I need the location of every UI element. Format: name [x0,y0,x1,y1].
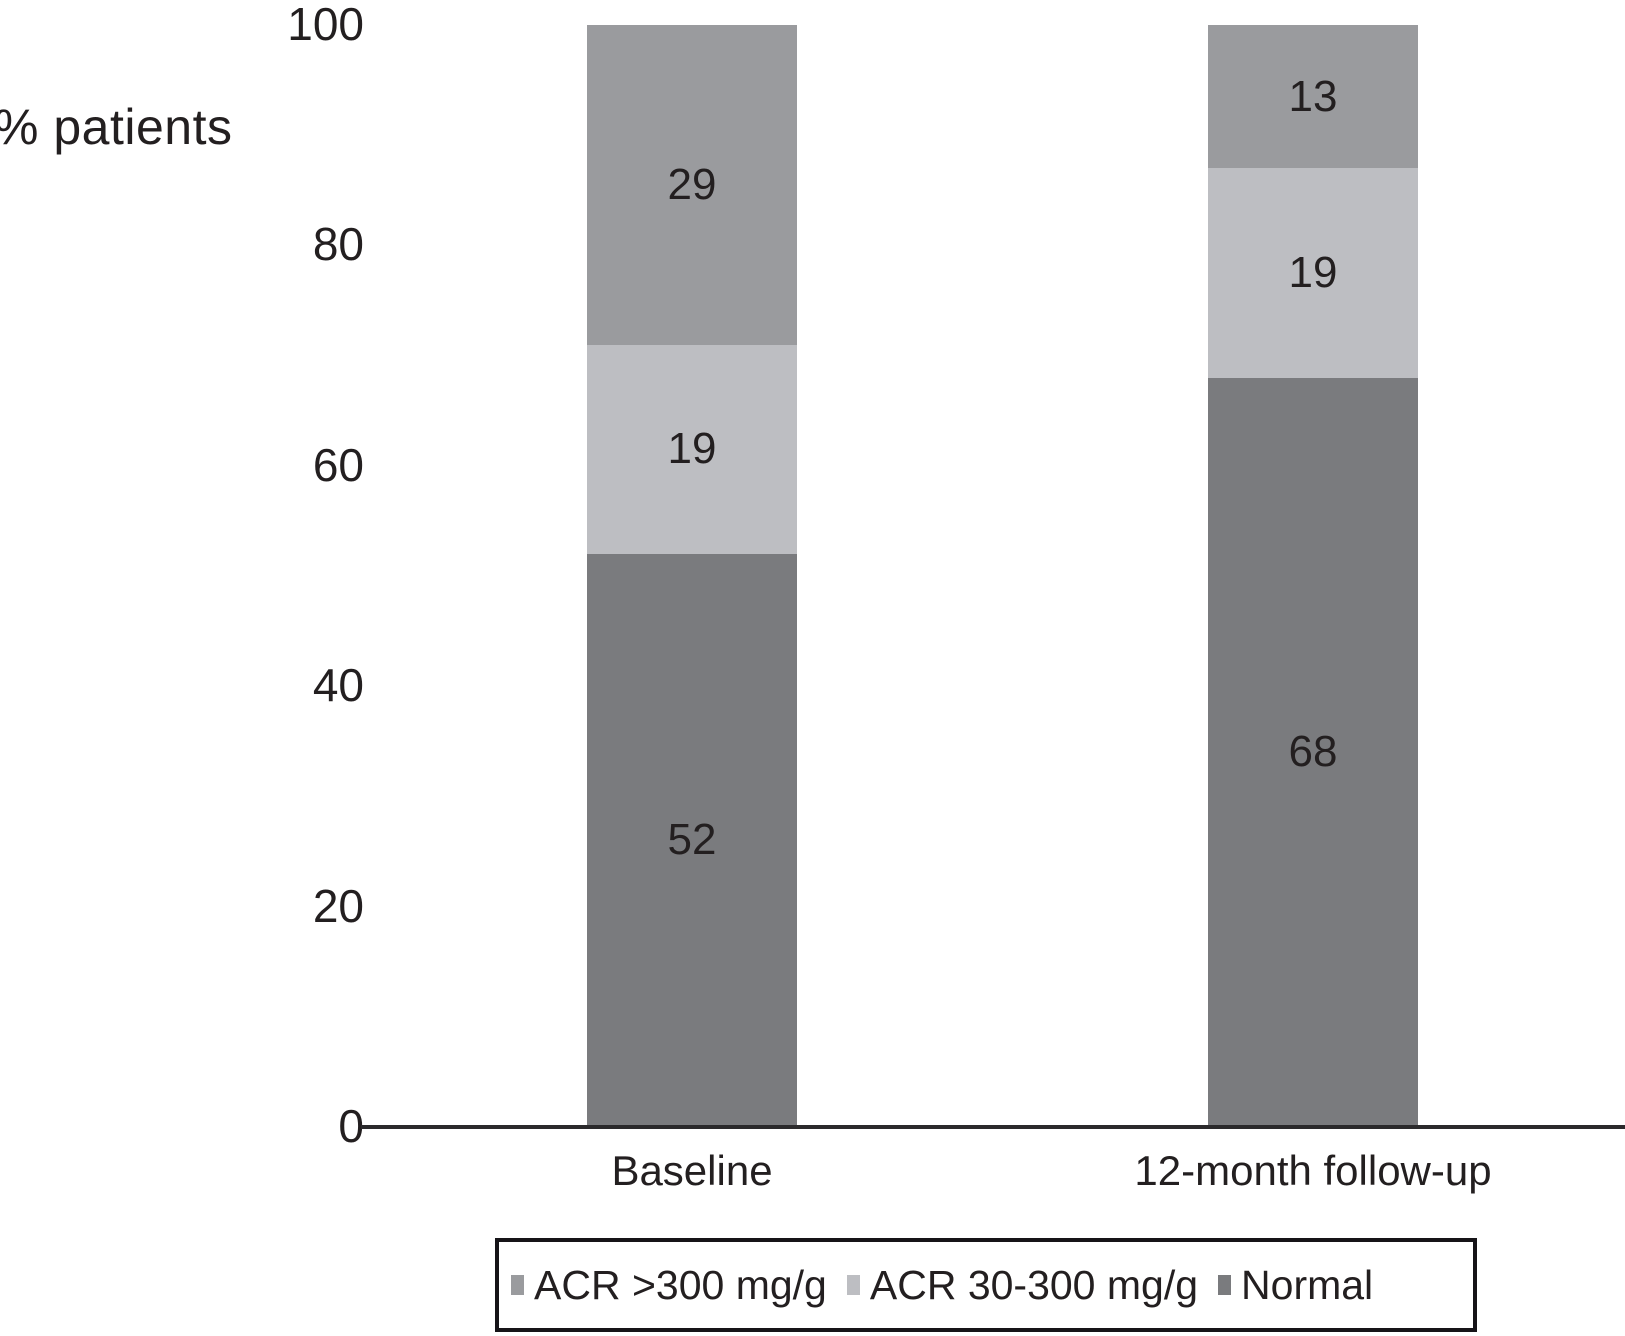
bar-value-label: 19 [667,424,717,474]
segment-normal-12-month-follow-up: 68 [1208,377,1418,1127]
bar-value-label: 19 [1288,247,1338,297]
bar-value-label: 52 [667,815,717,865]
legend: ACR >300 mg/g ACR 30-300 mg/g Normal [495,1238,1477,1332]
y-tick-label-60: 60 [312,438,364,491]
x-axis-line [361,1125,1625,1129]
segment-acr-30-300-mg-g-12-month-follow-up: 19 [1208,168,1418,378]
legend-swatch-icon [511,1275,524,1295]
y-tick-label-80: 80 [312,218,364,271]
legend-swatch-icon [1218,1275,1232,1295]
bar-12-month-follow-up: 13 19 68 [1208,25,1418,1127]
legend-item-normal: Normal [1218,1262,1373,1309]
legend-item-acr-30-300-mg-g: ACR 30-300 mg/g [846,1261,1199,1309]
segment-acr-300-mg-g-baseline: 29 [587,25,797,345]
legend-swatch-icon [846,1275,860,1295]
y-axis-title: % patients [0,99,233,155]
segment-normal-baseline: 52 [587,553,797,1127]
segment-acr-30-300-mg-g-baseline: 19 [587,344,797,554]
legend-item-acr-300-mg-g: ACR >300 mg/g [511,1262,827,1309]
bar-value-label: 68 [1288,727,1338,777]
bar-value-label: 29 [667,159,717,209]
y-tick-label-0: 0 [338,1099,364,1152]
bar-baseline: 29 19 52 [587,25,797,1127]
y-tick-label-40: 40 [312,659,364,712]
y-tick-label-100: 100 [287,0,364,50]
legend-label: ACR >300 mg/g [534,1261,827,1308]
x-category-label-baseline: Baseline [611,1147,773,1194]
x-category-label-12-month-follow-up: 12-month follow-up [1134,1147,1492,1194]
y-tick-label-20: 20 [312,879,364,932]
legend-label: ACR 30-300 mg/g [869,1261,1199,1308]
segment-acr-300-mg-g-12-month-follow-up: 13 [1208,25,1418,169]
bar-value-label: 13 [1288,71,1338,121]
legend-label: Normal [1241,1261,1374,1308]
